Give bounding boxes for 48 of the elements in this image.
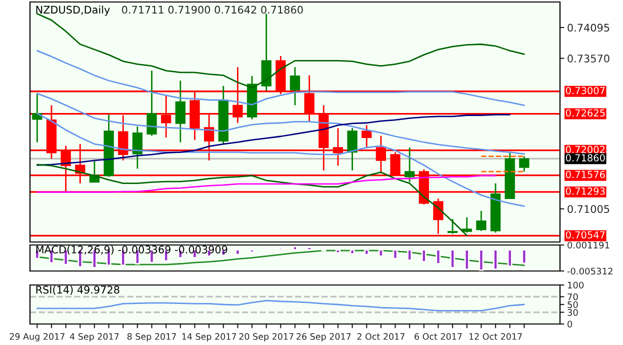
x-tick-label: 8 Sep 2017 — [127, 333, 176, 342]
line-series — [36, 114, 511, 166]
ref-line-label: 0.72625 — [566, 109, 605, 117]
x-tick-label: 4 Sep 2017 — [70, 333, 119, 342]
chart-subtitle: 0.71711 0.71900 0.71642 0.71860 — [122, 6, 303, 14]
y-tick-label: 0.71005 — [568, 205, 610, 213]
y-tick-label: 0.73570 — [568, 54, 610, 62]
chart-title: NZDUSD,Daily — [36, 6, 110, 16]
x-tick-label: 20 Sep 2017 — [239, 333, 294, 342]
candlestick — [404, 146, 415, 183]
x-tick-label: 29 Aug 2017 — [10, 333, 64, 342]
ref-line-label: 0.71576 — [566, 170, 605, 178]
y-tick-label: 0.74095 — [568, 24, 610, 32]
y-tick-label: -0.005312 — [567, 268, 612, 275]
line-series — [36, 174, 496, 193]
ref-line-label: 0.70547 — [566, 231, 605, 239]
chart-title: MACD(12,26,9) -0.003369 -0.003909 — [36, 245, 228, 255]
candlestick — [32, 92, 42, 143]
y-tick-label: 70 — [568, 293, 578, 300]
candlestick — [347, 127, 358, 172]
line-series — [36, 50, 525, 106]
candlestick — [362, 124, 372, 149]
candlestick — [175, 80, 186, 143]
x-tick-label: 2 Oct 2017 — [357, 333, 404, 340]
x-tick-label: 26 Sep 2017 — [296, 333, 351, 342]
candlestick — [447, 218, 458, 234]
y-tick-label: 0.001191 — [568, 242, 610, 249]
line-series — [36, 92, 525, 155]
y-tick-label: 30 — [568, 309, 578, 316]
ref-line-label: 0.71860 — [566, 154, 605, 162]
y-tick-label: 0 — [568, 320, 572, 328]
candlestick — [132, 126, 143, 170]
ref-line-label: 0.73007 — [566, 86, 605, 94]
x-tick-label: 6 Oct 2017 — [414, 333, 462, 340]
ref-line-label: 0.72002 — [566, 146, 605, 154]
ref-line-label: 0.71293 — [566, 187, 605, 195]
candlestick — [519, 156, 530, 172]
candlestick — [476, 210, 486, 232]
y-tick-label: 100 — [568, 282, 584, 289]
y-tick-label: 50 — [568, 301, 578, 308]
x-tick-label: 14 Sep 2017 — [182, 333, 236, 342]
chart-title: RSI(14) 49.9728 — [36, 286, 120, 295]
candlestick — [290, 66, 300, 106]
candlestick — [146, 70, 157, 136]
line-series — [36, 164, 468, 236]
candlestick — [462, 216, 472, 234]
x-tick-label: 12 Oct 2017 — [469, 333, 522, 340]
line-series — [36, 300, 525, 312]
